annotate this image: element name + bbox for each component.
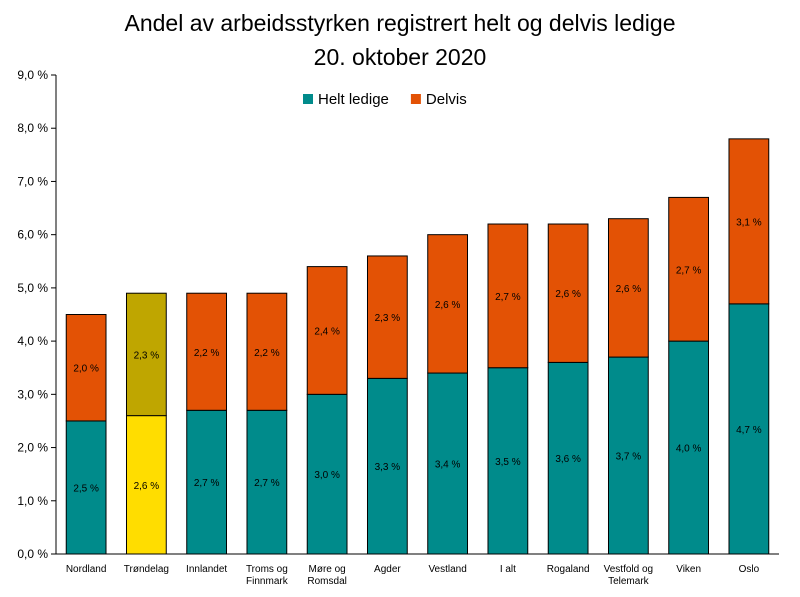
x-tick-label: Oslo xyxy=(739,564,760,575)
data-label: 2,2 % xyxy=(254,348,280,359)
bar-segment xyxy=(607,218,649,358)
bar-segment xyxy=(728,138,770,305)
y-tick-label: 8,0 % xyxy=(17,121,48,135)
chart-subtitle: 20. oktober 2020 xyxy=(313,44,487,70)
bar-segment xyxy=(487,367,529,555)
data-label: 2,5 % xyxy=(73,483,99,494)
data-label: 3,6 % xyxy=(555,454,581,465)
data-label: 2,3 % xyxy=(375,313,401,324)
legend-label: Delvis xyxy=(426,91,467,108)
data-label: 2,6 % xyxy=(616,284,642,295)
bar-segment xyxy=(186,409,228,555)
bar-segment xyxy=(547,361,589,555)
data-label: 2,4 % xyxy=(314,326,340,337)
data-label: 2,6 % xyxy=(435,300,461,311)
bar-segment xyxy=(246,292,288,411)
bar-segment xyxy=(366,377,408,555)
bar-segment xyxy=(246,409,288,555)
bar-segment xyxy=(65,314,107,422)
data-label: 3,3 % xyxy=(375,462,401,473)
chart-title: Andel av arbeidsstyrken registrert helt … xyxy=(124,10,676,36)
y-tick-label: 2,0 % xyxy=(17,441,48,455)
x-tick-label: Trøndelag xyxy=(124,564,169,575)
legend-swatch xyxy=(410,94,421,104)
bar-segment xyxy=(186,292,228,411)
data-label: 2,7 % xyxy=(495,292,521,303)
y-tick-label: 4,0 % xyxy=(17,334,48,348)
y-tick-label: 6,0 % xyxy=(17,228,48,242)
bar-segment xyxy=(487,223,529,369)
bar-segment xyxy=(427,372,469,555)
x-tick-label: Innlandet xyxy=(186,564,227,575)
data-label: 4,0 % xyxy=(676,444,702,455)
x-tick-label: Telemark xyxy=(608,576,650,587)
legend-swatch xyxy=(303,94,313,104)
data-label: 3,1 % xyxy=(736,217,762,228)
bar-segment xyxy=(728,303,770,555)
data-label: 2,7 % xyxy=(194,478,220,489)
y-tick-label: 0,0 % xyxy=(17,547,48,561)
x-tick-label: Finnmark xyxy=(246,576,289,587)
data-label: 2,7 % xyxy=(254,478,280,489)
data-label: 2,3 % xyxy=(134,350,160,361)
data-label: 3,4 % xyxy=(435,460,461,471)
x-tick-label: Møre og xyxy=(309,564,346,575)
x-tick-label: Troms og xyxy=(246,564,288,575)
x-tick-label: Agder xyxy=(374,564,401,575)
y-tick-label: 3,0 % xyxy=(17,387,48,401)
data-label: 3,5 % xyxy=(495,457,521,468)
y-tick-label: 1,0 % xyxy=(17,494,48,508)
bar-segment xyxy=(366,255,408,379)
x-tick-label: I alt xyxy=(500,564,516,575)
y-tick-label: 5,0 % xyxy=(17,281,48,295)
bar-segment xyxy=(668,340,710,555)
data-label: 3,7 % xyxy=(616,452,642,463)
data-label: 2,7 % xyxy=(676,265,702,276)
x-tick-label: Vestfold og xyxy=(604,564,653,575)
data-label: 2,6 % xyxy=(134,481,160,492)
data-label: 2,2 % xyxy=(194,348,220,359)
bar-segment xyxy=(125,292,167,417)
y-tick-label: 7,0 % xyxy=(17,174,48,188)
y-tick-label: 9,0 % xyxy=(17,68,48,82)
data-label: 2,6 % xyxy=(555,289,581,300)
bar-segment xyxy=(427,234,469,374)
bar-segment xyxy=(306,266,348,395)
x-tick-label: Rogaland xyxy=(547,564,590,575)
data-label: 2,0 % xyxy=(73,364,99,375)
data-label: 3,0 % xyxy=(314,470,340,481)
x-tick-label: Romsdal xyxy=(307,576,346,587)
data-label: 4,7 % xyxy=(736,425,762,436)
x-tick-label: Vestland xyxy=(428,564,466,575)
legend-label: Helt ledige xyxy=(318,91,389,108)
x-tick-label: Nordland xyxy=(66,564,107,575)
x-tick-label: Viken xyxy=(676,564,701,575)
bar-segment xyxy=(306,393,348,555)
bar-segment xyxy=(668,196,710,342)
bar-segment xyxy=(547,223,589,363)
bar-segment xyxy=(607,356,649,555)
